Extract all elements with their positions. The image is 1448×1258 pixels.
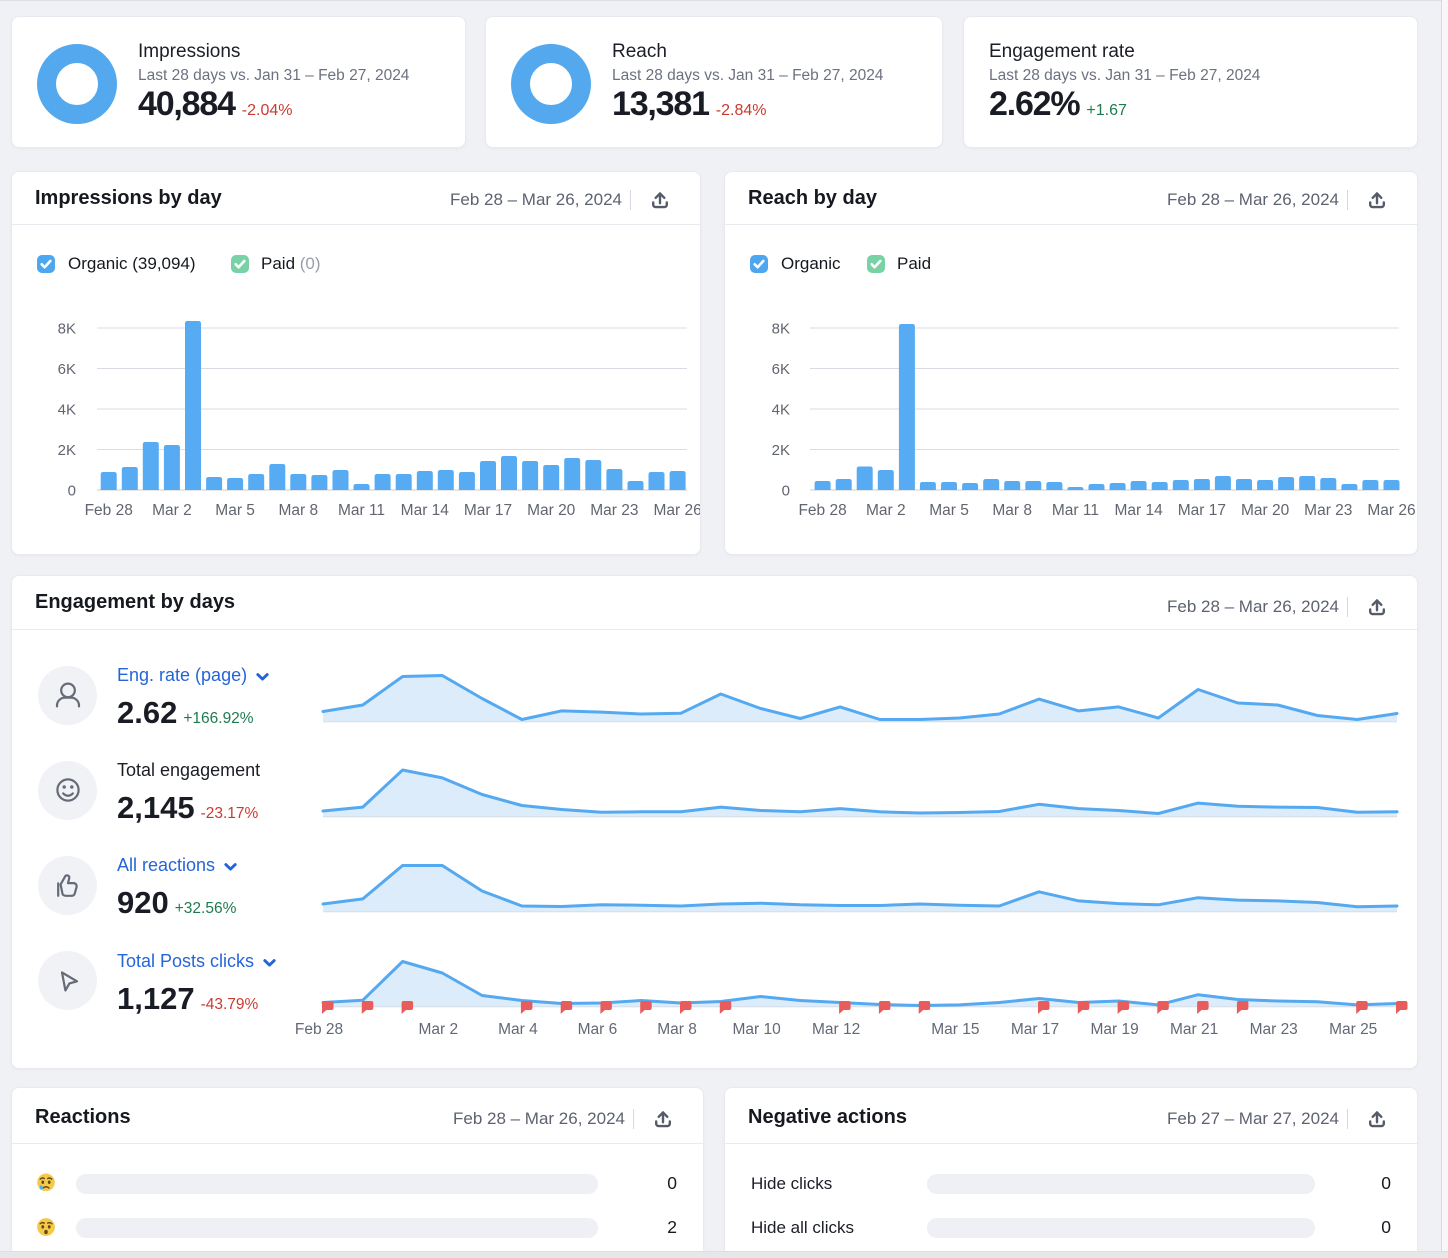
svg-text:2K: 2K bbox=[58, 442, 76, 459]
svg-text:Feb 28: Feb 28 bbox=[295, 1021, 343, 1038]
svg-text:Mar 6: Mar 6 bbox=[578, 1021, 618, 1038]
svg-text:2K: 2K bbox=[772, 442, 790, 459]
svg-text:Mar 11: Mar 11 bbox=[338, 502, 385, 519]
svg-text:Mar 26: Mar 26 bbox=[1367, 502, 1415, 519]
svg-text:0: 0 bbox=[782, 482, 790, 499]
svg-text:Mar 14: Mar 14 bbox=[1114, 502, 1163, 519]
svg-text:6K: 6K bbox=[772, 361, 790, 378]
svg-text:Mar 8: Mar 8 bbox=[992, 502, 1032, 519]
svg-text:Mar 17: Mar 17 bbox=[1178, 502, 1226, 519]
svg-text:Mar 10: Mar 10 bbox=[732, 1021, 781, 1038]
svg-text:Mar 2: Mar 2 bbox=[152, 502, 192, 519]
svg-text:4K: 4K bbox=[58, 401, 76, 418]
svg-text:8K: 8K bbox=[772, 320, 790, 337]
svg-text:Mar 8: Mar 8 bbox=[278, 502, 318, 519]
svg-text:Mar 19: Mar 19 bbox=[1090, 1021, 1138, 1038]
svg-text:Mar 11: Mar 11 bbox=[1052, 502, 1099, 519]
svg-text:Mar 20: Mar 20 bbox=[1241, 502, 1290, 519]
svg-text:4K: 4K bbox=[772, 401, 790, 418]
svg-text:Mar 2: Mar 2 bbox=[418, 1021, 458, 1038]
svg-text:Mar 25: Mar 25 bbox=[1329, 1021, 1377, 1038]
svg-text:Feb 28: Feb 28 bbox=[798, 502, 846, 519]
svg-text:Mar 8: Mar 8 bbox=[657, 1021, 697, 1038]
svg-text:Mar 2: Mar 2 bbox=[866, 502, 906, 519]
svg-text:Mar 23: Mar 23 bbox=[590, 502, 638, 519]
svg-text:Mar 12: Mar 12 bbox=[812, 1021, 860, 1038]
svg-text:Mar 15: Mar 15 bbox=[931, 1021, 979, 1038]
svg-text:0: 0 bbox=[68, 482, 76, 499]
svg-text:Mar 26: Mar 26 bbox=[653, 502, 700, 519]
svg-text:Mar 23: Mar 23 bbox=[1250, 1021, 1298, 1038]
svg-text:6K: 6K bbox=[58, 361, 76, 378]
svg-text:Mar 4: Mar 4 bbox=[498, 1021, 538, 1038]
svg-text:Mar 17: Mar 17 bbox=[464, 502, 512, 519]
svg-text:Mar 17: Mar 17 bbox=[1011, 1021, 1059, 1038]
svg-text:Mar 23: Mar 23 bbox=[1304, 502, 1352, 519]
svg-text:Mar 14: Mar 14 bbox=[401, 502, 450, 519]
svg-text:8K: 8K bbox=[58, 320, 76, 337]
svg-text:Mar 20: Mar 20 bbox=[527, 502, 576, 519]
svg-text:Mar 21: Mar 21 bbox=[1170, 1021, 1218, 1038]
svg-text:Mar 5: Mar 5 bbox=[929, 502, 969, 519]
svg-text:Mar 5: Mar 5 bbox=[215, 502, 255, 519]
svg-text:Feb 28: Feb 28 bbox=[85, 502, 133, 519]
